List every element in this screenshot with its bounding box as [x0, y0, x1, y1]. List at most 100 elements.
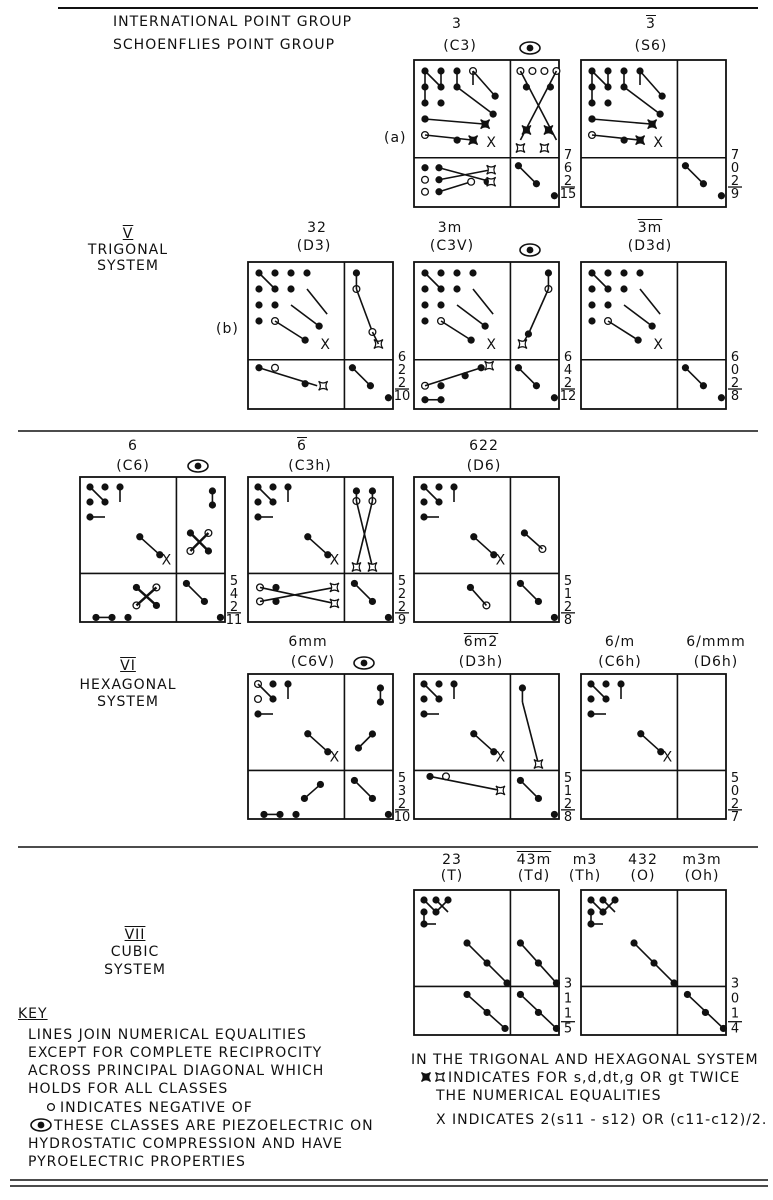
solid-dot	[272, 597, 280, 606]
equality-line	[591, 70, 609, 88]
solid-dot	[550, 613, 559, 622]
equality-line	[523, 532, 543, 550]
twice-open-mark	[533, 759, 544, 769]
class-c6v-schoen: (C6V)	[290, 654, 336, 670]
panel-c6-frame	[79, 476, 226, 623]
equality-line	[435, 899, 449, 913]
solid-dot	[620, 136, 628, 144]
panel-s6-count-digit: 7	[731, 148, 739, 163]
x-mark: X	[486, 135, 496, 151]
equality-line	[684, 367, 704, 387]
panel-th-o-oh-count-digit: 0	[731, 992, 739, 1007]
equality-line	[591, 134, 641, 141]
solid-dot	[658, 92, 666, 100]
solid-dot	[255, 285, 263, 293]
panel-c6v-count-digit: 5	[398, 771, 406, 786]
twice-open-mark	[517, 339, 528, 349]
class-c3v-schoen: (C3V)	[429, 238, 475, 254]
solid-dot	[469, 269, 477, 277]
twice-solid-mark	[635, 135, 646, 146]
panel-d6-count-digit: 5	[564, 574, 572, 589]
twice-open-mark	[539, 143, 550, 153]
solid-dot	[272, 583, 280, 592]
class-d3d-intl: 3m	[637, 220, 663, 236]
note-line-3: THE NUMERICAL EQUALITIES	[436, 1088, 662, 1104]
panel-c6-count-digit: 11	[226, 613, 243, 628]
equality-line	[456, 304, 486, 327]
equality-line	[623, 304, 653, 327]
class-c6-intl: 6	[128, 438, 138, 454]
panel-s6-count-digit: 2	[731, 174, 739, 189]
panel-c3-count-digit: 6	[564, 161, 572, 176]
panel-d3d-count-digit: 6	[731, 350, 739, 365]
twice-solid-mark	[543, 125, 554, 135]
solid-dot	[437, 99, 445, 107]
solid-dot	[271, 269, 279, 277]
open-dot	[46, 1102, 56, 1112]
class-t-schoen: (T)	[440, 868, 464, 884]
panel-c3v-count-digit: 2	[564, 376, 572, 391]
solid-dot	[546, 83, 555, 91]
panel-d3-count-digit: 2	[398, 376, 406, 391]
solid-dot	[717, 192, 726, 200]
solid-dot	[301, 336, 309, 344]
cubic-numeral: VII	[124, 927, 146, 943]
panel-c3h-count-digit: 5	[398, 574, 406, 589]
x-mark: X	[330, 749, 340, 765]
solid-dot	[453, 285, 461, 293]
solid-dot	[435, 483, 443, 491]
panel-s6-count-digit: 0	[731, 161, 739, 176]
panel-d3d-count-digit: 8	[731, 389, 739, 404]
equality-line	[684, 165, 704, 185]
equality-line	[633, 942, 675, 984]
panel-th-o-oh-frame	[580, 889, 727, 1036]
panel-d3h-count-digit: 5	[564, 771, 572, 786]
piezo-eye-pupil	[526, 44, 534, 52]
solid-dot	[717, 394, 726, 402]
x-mark: X	[653, 135, 663, 151]
twice-open-mark	[484, 360, 495, 371]
equality-line	[517, 165, 537, 185]
equality-line	[423, 683, 440, 700]
equality-line	[591, 272, 609, 290]
equality-line	[371, 331, 380, 345]
class-c3h-schoen: (C3h)	[288, 458, 332, 474]
solid-dot	[453, 269, 461, 277]
solid-dot	[303, 269, 311, 277]
solid-dot	[524, 330, 533, 338]
class-c3-schoen: (C3)	[443, 38, 477, 54]
key-piezo-line-3: PYROELECTRIC PROPERTIES	[28, 1154, 246, 1170]
panel-c3h-count-digit: 9	[398, 613, 406, 628]
equality-line	[259, 586, 335, 603]
key-piezo-line-2: HYDROSTATIC COMPRESSION AND HAVE	[28, 1136, 344, 1152]
panel-d6h-count-digit: 7	[731, 810, 739, 825]
solid-dot	[588, 285, 596, 293]
panel-d6h-count-digit: 2	[731, 797, 739, 812]
panel-c6v-count-digit: 2	[398, 797, 406, 812]
twice-open-mark	[486, 164, 497, 175]
equality-line	[602, 899, 616, 913]
class-d3-schoen: (D3)	[296, 238, 332, 254]
open-dot	[420, 187, 430, 196]
twice-solid-mark	[468, 135, 479, 146]
cubic-system: SYSTEM	[104, 962, 166, 978]
equality-line	[258, 272, 276, 290]
equality-line	[189, 532, 210, 552]
x-mark: X	[496, 552, 506, 568]
solid-dot	[437, 301, 445, 309]
piezo-eye-pupil	[526, 246, 534, 254]
equality-line	[353, 779, 373, 799]
twice-open-mark	[329, 598, 340, 609]
twice-solid-mark	[421, 1072, 431, 1082]
solid-dot	[292, 810, 300, 819]
equality-line	[259, 586, 335, 605]
equality-line	[351, 367, 371, 387]
equality-line	[424, 134, 474, 141]
twice-solid-mark	[521, 125, 532, 135]
equality-line	[519, 993, 557, 1030]
x-mark: X	[330, 552, 340, 568]
solid-dot	[124, 613, 132, 622]
equality-line	[438, 180, 472, 193]
international-point-group-label: INTERNATIONAL POINT GROUP	[113, 14, 353, 30]
